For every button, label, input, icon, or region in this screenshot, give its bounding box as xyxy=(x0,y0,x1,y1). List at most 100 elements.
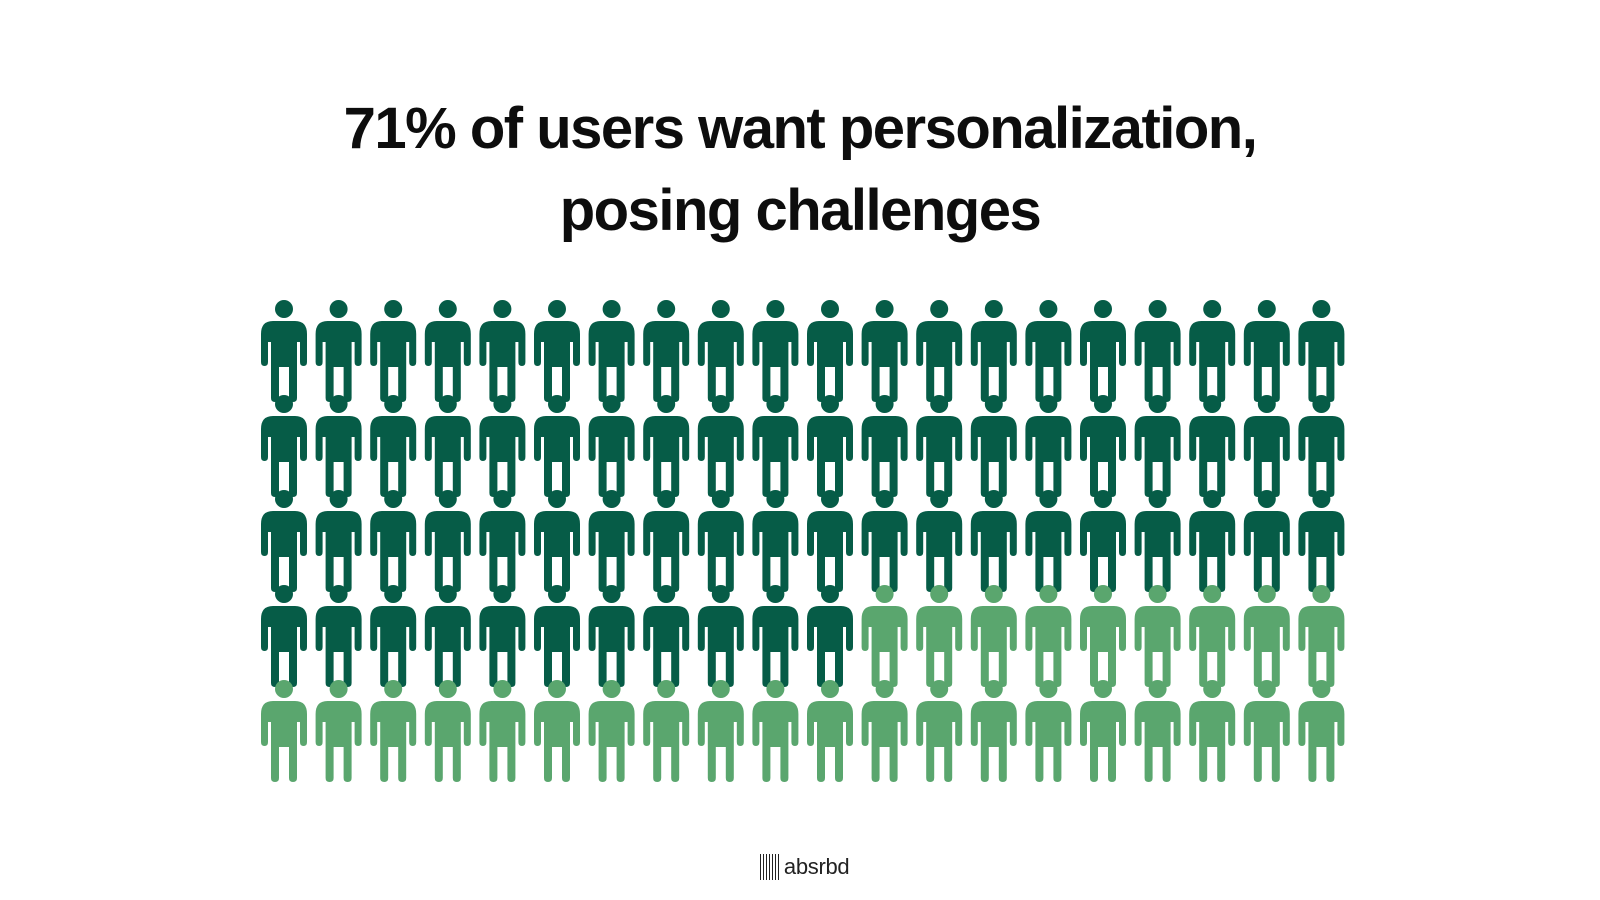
person-icon xyxy=(1080,490,1126,592)
person-icon xyxy=(807,680,853,782)
person-icon xyxy=(1080,395,1126,497)
person-icon xyxy=(697,300,744,402)
person-icon xyxy=(261,300,307,402)
title-line-2: posing challenges xyxy=(559,178,1042,243)
person-icon xyxy=(970,585,1017,687)
person-icon xyxy=(1134,395,1181,497)
person-icon xyxy=(1189,490,1236,592)
person-icon xyxy=(424,490,471,592)
person-icon xyxy=(1298,395,1345,497)
person-icon xyxy=(1134,490,1181,592)
person-icon xyxy=(1189,585,1236,687)
person-icon xyxy=(424,585,471,687)
person-icon xyxy=(479,395,526,497)
person-icon xyxy=(261,395,307,497)
person-icon xyxy=(752,585,799,687)
person-icon xyxy=(315,585,362,687)
person-icon xyxy=(479,300,526,402)
person-icon xyxy=(970,395,1017,497)
person-icon xyxy=(916,300,963,402)
person-icon xyxy=(1080,300,1126,402)
person-icon xyxy=(424,395,471,497)
person-icon xyxy=(370,585,417,687)
person-icon xyxy=(370,680,417,782)
person-icon xyxy=(1025,585,1072,687)
person-icon xyxy=(1243,680,1290,782)
person-icon xyxy=(424,300,471,402)
person-icon xyxy=(588,680,635,782)
person-icon xyxy=(315,490,362,592)
person-icon xyxy=(970,300,1017,402)
person-icon xyxy=(424,680,471,782)
person-icon xyxy=(970,490,1017,592)
person-icon xyxy=(1025,680,1072,782)
person-icon xyxy=(1025,300,1072,402)
person-icon xyxy=(752,490,799,592)
person-icon xyxy=(861,300,908,402)
person-icon xyxy=(479,585,526,687)
person-icon xyxy=(588,490,635,592)
person-icon xyxy=(315,395,362,497)
person-icon xyxy=(1298,490,1345,592)
person-icon xyxy=(1189,300,1236,402)
person-icon xyxy=(1243,300,1290,402)
brand-logo: absrbd xyxy=(760,852,850,882)
person-icon xyxy=(588,395,635,497)
person-icon xyxy=(643,300,690,402)
person-icon xyxy=(479,680,526,782)
person-icon xyxy=(588,585,635,687)
person-icon xyxy=(916,680,963,782)
person-icon xyxy=(1080,680,1126,782)
person-icon xyxy=(697,395,744,497)
person-icon xyxy=(643,395,690,497)
chart-title: 71% of users want personalization, posin… xyxy=(0,88,1600,252)
person-icon xyxy=(370,395,417,497)
person-icon xyxy=(643,490,690,592)
person-icon xyxy=(752,395,799,497)
person-icon xyxy=(1134,300,1181,402)
person-icon xyxy=(807,585,853,687)
person-icon xyxy=(479,490,526,592)
barcode-icon xyxy=(760,854,781,880)
person-icon xyxy=(1134,585,1181,687)
person-icon xyxy=(1243,395,1290,497)
person-icon xyxy=(916,490,963,592)
person-icon xyxy=(807,300,853,402)
person-icon xyxy=(861,585,908,687)
person-icon xyxy=(261,585,307,687)
person-icon xyxy=(261,680,307,782)
person-icon xyxy=(861,680,908,782)
person-icon xyxy=(643,585,690,687)
person-icon xyxy=(1298,680,1345,782)
person-icon xyxy=(916,395,963,497)
person-icon xyxy=(1189,395,1236,497)
person-icon xyxy=(807,395,853,497)
person-icon xyxy=(1189,680,1236,782)
person-icon xyxy=(1298,300,1345,402)
person-icon xyxy=(534,490,580,592)
person-icon xyxy=(261,490,307,592)
person-icon xyxy=(697,680,744,782)
person-icon xyxy=(315,300,362,402)
title-line-1: 71% of users want personalization, xyxy=(343,96,1258,161)
person-icon xyxy=(588,300,635,402)
person-icon xyxy=(534,300,580,402)
person-icon xyxy=(534,395,580,497)
person-icon xyxy=(1025,490,1072,592)
person-icon xyxy=(315,680,362,782)
person-icon xyxy=(807,490,853,592)
person-icon xyxy=(861,395,908,497)
person-icon xyxy=(970,680,1017,782)
person-icon xyxy=(643,680,690,782)
person-icon xyxy=(370,300,417,402)
person-icon xyxy=(697,585,744,687)
person-icon xyxy=(1298,585,1345,687)
person-icon xyxy=(697,490,744,592)
person-icon xyxy=(861,490,908,592)
person-icon xyxy=(752,300,799,402)
person-icon xyxy=(752,680,799,782)
person-icon xyxy=(1134,680,1181,782)
person-icon xyxy=(534,585,580,687)
person-icon xyxy=(916,585,963,687)
